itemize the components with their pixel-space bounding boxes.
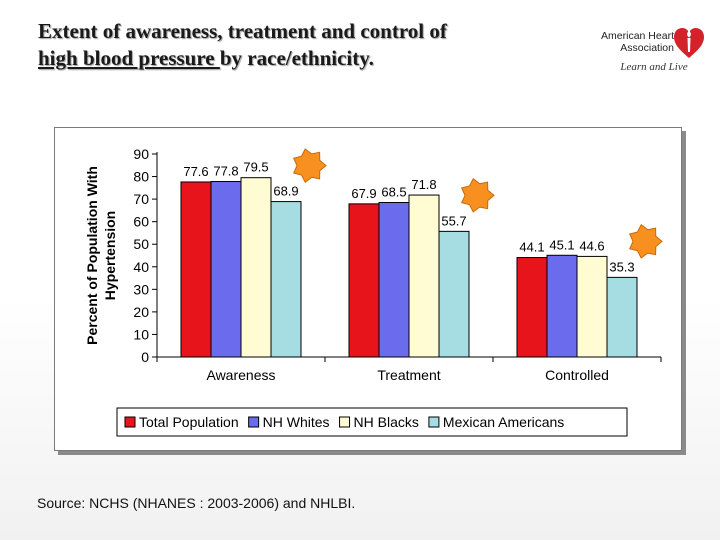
bar-nh-whites <box>210 181 242 358</box>
data-label: 35.3 <box>609 259 634 274</box>
data-label: 45.1 <box>549 237 574 252</box>
logo-tagline: Learn and Live <box>620 61 688 73</box>
bar-total-population <box>348 203 380 358</box>
bar-mexican-americans <box>270 201 302 358</box>
x-tick-label: Treatment <box>377 367 440 383</box>
data-label: 77.8 <box>213 164 238 179</box>
data-label: 55.7 <box>441 213 466 228</box>
chart-panel: 0 10 20 30 40 50 60 70 80 90 Percent of Population… <box>54 127 682 451</box>
data-label: 68.5 <box>381 184 406 199</box>
bar-nh-whites <box>546 254 578 358</box>
orange-star-burst-icon <box>629 224 663 259</box>
y-axis-label: Percent of Population With Hypertension <box>84 166 118 345</box>
aha-logo: American Heart Association Learn and Liv… <box>590 22 710 78</box>
y-axis-label-line-2: Hypertension <box>102 211 118 300</box>
logo-org-line-2: Association <box>620 42 674 54</box>
bar-nh-blacks <box>408 194 440 358</box>
legend-swatch <box>339 416 351 428</box>
title-line-1: Extent of awareness, treatment and contr… <box>38 19 447 43</box>
bar-mexican-americans <box>606 276 638 358</box>
data-label: 77.6 <box>183 164 208 179</box>
y-tick-label: 80 <box>133 169 149 185</box>
heart-torch-icon <box>674 28 704 58</box>
y-tick-label: 70 <box>133 191 149 207</box>
y-tick-label: 90 <box>133 146 149 162</box>
data-label: 67.9 <box>351 186 376 201</box>
legend-entry: NH Blacks <box>354 414 419 430</box>
logo-org-name: American Heart Association <box>594 30 674 54</box>
bar-chart: 0 10 20 30 40 50 60 70 80 90 Percent of Population… <box>84 146 663 437</box>
legend-swatch <box>124 416 136 428</box>
bar-nh-whites <box>378 201 410 358</box>
bar-nh-blacks <box>576 255 608 358</box>
orange-star-burst-icon <box>293 148 327 183</box>
y-tick-label: 10 <box>133 326 149 342</box>
y-tick-label: 40 <box>133 259 149 275</box>
bar-mexican-americans <box>438 230 470 358</box>
data-label: 79.5 <box>243 160 268 175</box>
title-rest-text: by race/ethnicity. <box>219 46 374 70</box>
y-tick-label: 60 <box>133 214 149 230</box>
data-label: 44.6 <box>579 238 604 253</box>
data-label: 44.1 <box>519 240 544 255</box>
x-tick-label: Controlled <box>545 367 609 383</box>
legend-entry: NH Whites <box>263 414 330 430</box>
y-tick-label: 0 <box>141 349 149 365</box>
bar-total-population <box>180 181 212 358</box>
legend-entry: Total Population <box>139 414 239 430</box>
source-note: Source: NCHS (NHANES : 2003-2006) and NH… <box>37 495 356 511</box>
logo-org-line-1: American Heart <box>601 30 674 42</box>
data-label: 68.9 <box>273 184 298 199</box>
y-tick-label: 20 <box>133 304 149 320</box>
y-axis-label-line-1: Percent of Population With <box>84 166 100 345</box>
slide-title: Extent of awareness, treatment and contr… <box>38 18 558 72</box>
legend-swatch <box>428 416 440 428</box>
y-tick-label: 50 <box>133 236 149 252</box>
legend-entry: Mexican Americans <box>443 414 564 430</box>
x-tick-label: Awareness <box>206 367 275 383</box>
title-underlined-text: high blood pressure <box>38 46 220 70</box>
bar-nh-blacks <box>240 177 272 358</box>
bar-total-population <box>516 257 548 358</box>
orange-star-burst-icon <box>460 178 495 213</box>
legend-box <box>116 407 628 437</box>
y-tick-label: 30 <box>133 281 149 297</box>
legend-swatch <box>248 416 260 428</box>
data-label: 71.8 <box>411 177 436 192</box>
title-line-2: high blood pressure by race/ethnicity. <box>38 45 558 72</box>
